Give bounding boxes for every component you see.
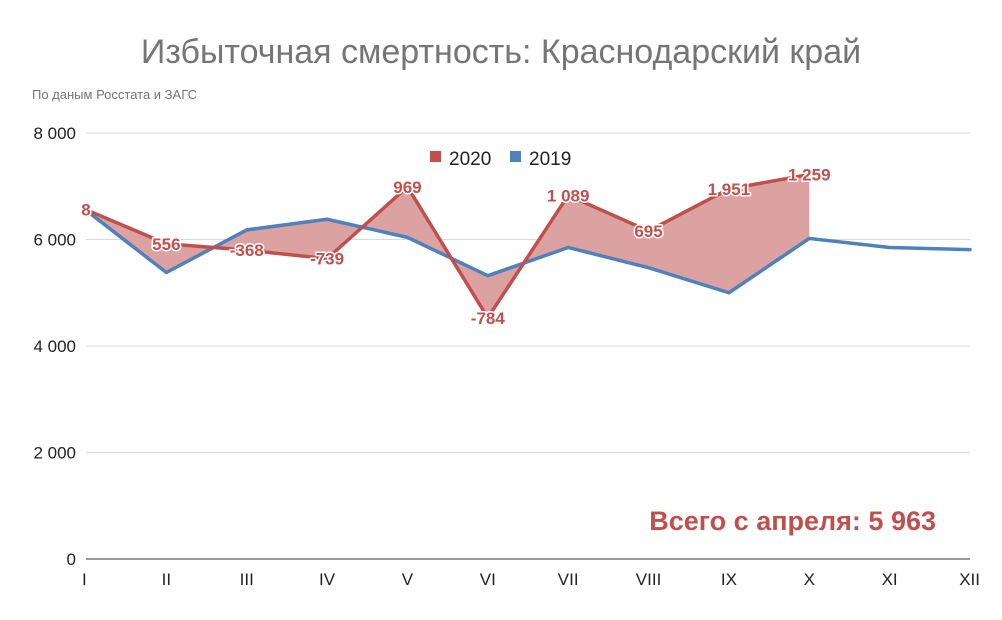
- x-tick-label: I: [82, 570, 87, 589]
- x-tick-label: X: [804, 570, 815, 589]
- x-tick-label: IV: [319, 570, 336, 589]
- legend-swatch-2020: [430, 151, 441, 162]
- chart-title: Избыточная смертность: Краснодарский кра…: [141, 33, 861, 71]
- legend: 2020 2019: [430, 149, 571, 170]
- legend-swatch-2019: [510, 151, 521, 162]
- data-label-2020: 1 089: [547, 186, 590, 205]
- x-tick-label: VII: [558, 570, 579, 589]
- y-tick-label: 4 000: [33, 337, 76, 356]
- x-tick-label: XII: [959, 570, 980, 589]
- legend-label-2019: 2019: [529, 149, 571, 170]
- x-tick-label: XI: [882, 570, 898, 589]
- x-tick-label: III: [240, 570, 254, 589]
- x-tick-label: VI: [480, 570, 496, 589]
- data-label-2020: -739: [310, 250, 344, 269]
- data-labels: 8 556 -368 -739 969 -784 1 089 695 1 951 1 259: [80, 164, 832, 329]
- data-label-2020: 1 259: [788, 166, 831, 185]
- y-tick-label: 8 000: [33, 124, 76, 143]
- gridlines: [86, 132, 970, 560]
- data-label-2020: -368: [230, 241, 264, 260]
- x-tick-label: II: [162, 570, 171, 589]
- data-label-2020: 1 951: [708, 180, 751, 199]
- series-line-2019: [84, 208, 972, 295]
- data-label-2020: 8: [81, 201, 90, 220]
- series-line-2020: [84, 172, 812, 320]
- chart-subtitle: По даным Росстата и ЗАГС: [32, 87, 197, 102]
- data-label-2020: 556: [152, 235, 180, 254]
- x-tick-label: IX: [721, 570, 737, 589]
- data-label-2020: 695: [634, 222, 662, 241]
- x-tick-label: VIII: [636, 570, 662, 589]
- series-lines: [84, 172, 972, 320]
- y-axis-ticks: 0 2 000 4 000 6 000 8 000: [33, 124, 76, 569]
- legend-label-2020: 2020: [449, 149, 491, 170]
- data-label-2020: -784: [471, 309, 506, 328]
- y-tick-label: 0: [67, 550, 76, 569]
- data-label-2020: 969: [393, 178, 421, 197]
- y-tick-label: 6 000: [33, 231, 76, 250]
- x-axis-ticks: I II III IV V VI VII VIII IX X XI XII: [82, 570, 980, 589]
- total-annotation: Всего с апреля: 5 963: [649, 506, 936, 536]
- y-tick-label: 2 000: [33, 444, 76, 463]
- x-tick-label: V: [402, 570, 414, 589]
